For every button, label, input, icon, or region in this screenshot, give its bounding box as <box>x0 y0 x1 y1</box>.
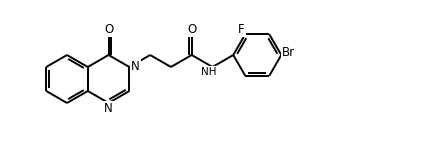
Text: N: N <box>104 103 113 115</box>
Text: F: F <box>238 23 245 36</box>
Text: O: O <box>104 23 113 36</box>
Text: NH: NH <box>201 67 216 77</box>
Text: O: O <box>187 23 196 36</box>
Text: Br: Br <box>282 46 295 60</box>
Text: N: N <box>131 61 140 73</box>
